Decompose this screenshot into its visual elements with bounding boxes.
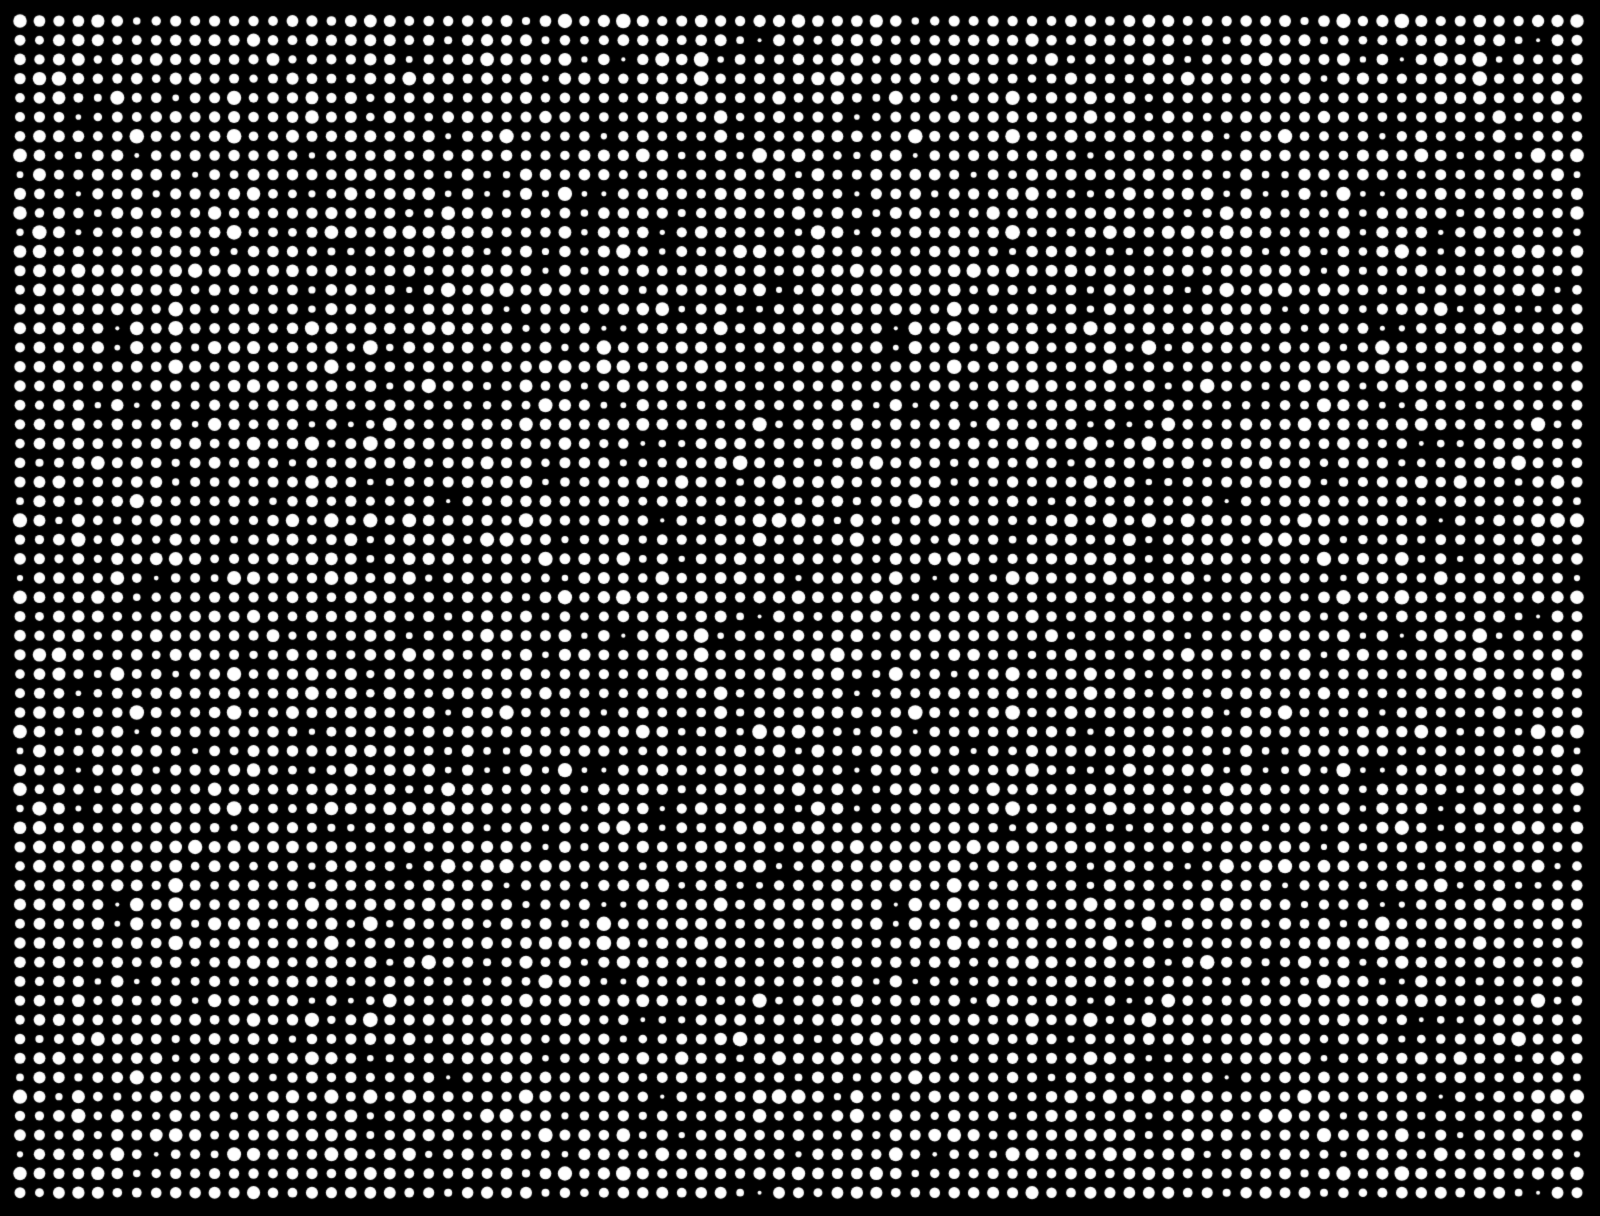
dot-grid-canvas <box>0 0 1600 1216</box>
halftone-panel <box>0 0 1600 1216</box>
